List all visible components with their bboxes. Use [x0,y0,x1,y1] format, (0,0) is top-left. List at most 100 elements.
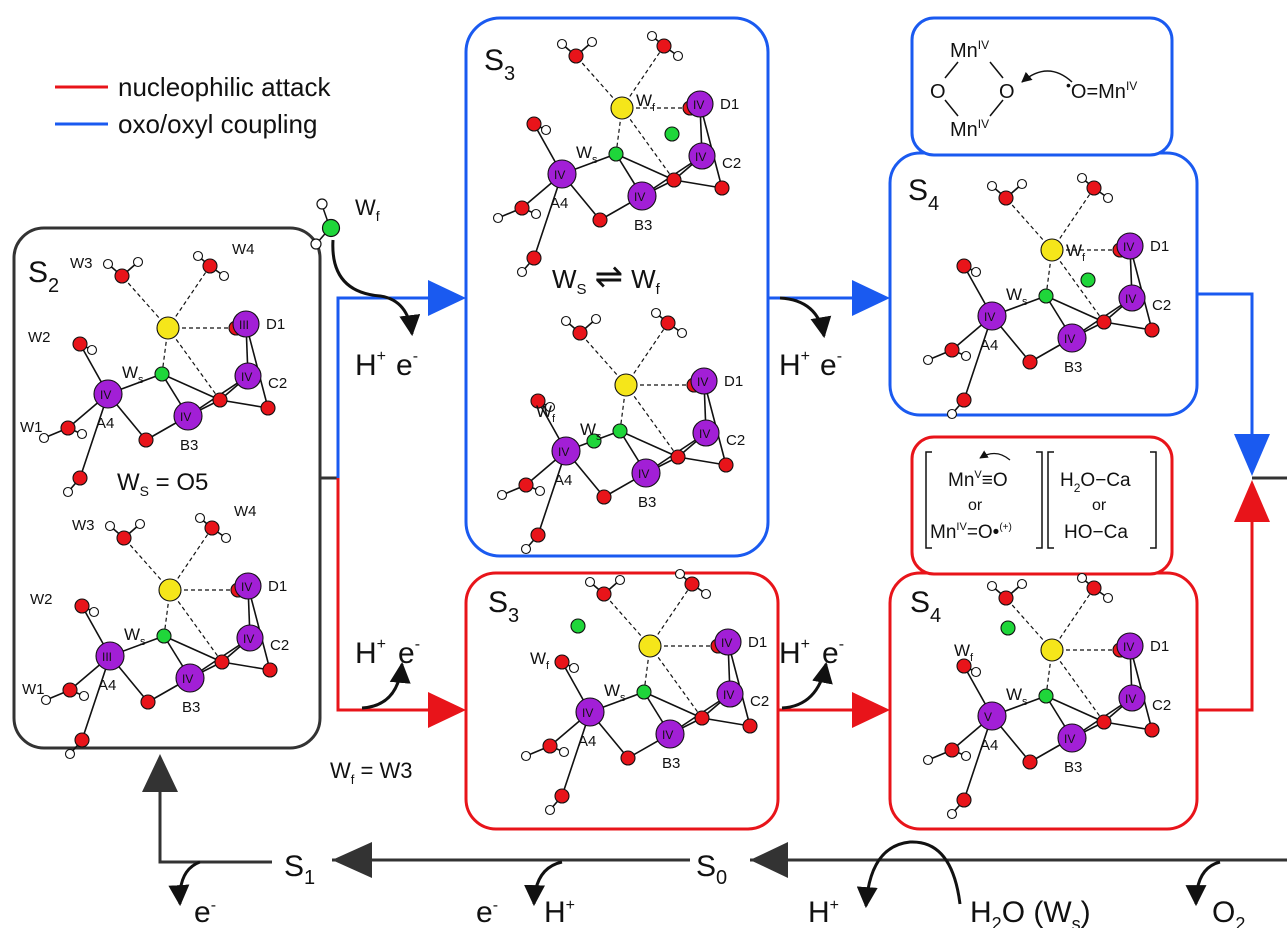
mn-b3-atom [627,181,657,211]
wf-site-label: Wf [536,402,556,425]
site-b3-label: B3 [180,437,198,454]
h-atom [558,746,570,758]
s4-blue-structure: IV IV IV IV D1 C2 A4 B3 Ws Wf [922,172,1171,420]
oxygen-atom [956,792,972,808]
mn-b3-oxidation: IV [662,728,673,742]
wf-oxygen-atom [664,126,680,142]
red-path-3 [1197,520,1254,712]
site-w3-label: W3 [72,517,95,534]
mn-c2-atom [1118,684,1146,712]
oxygen-atom [140,694,156,710]
site-d1-label: D1 [1150,238,1169,255]
oxygen-atom [114,268,130,284]
mn-d1-atom [714,628,742,656]
wf-site-label: Wf [530,649,550,672]
h-atom [540,124,552,136]
mn-c2-atom [1118,284,1146,312]
inset-red-or-right: or [1092,497,1107,514]
oxygen-atom [1144,322,1160,338]
red-arrowhead-1 [428,692,466,728]
oxygen-atom [526,250,542,266]
mn-a4-atom [551,436,581,466]
s3-red-structure: IV IV IV IV D1 C2 A4 B3 Ws Wf [520,568,769,816]
s1-state-label: S1 [284,850,315,889]
h-atom [220,532,232,544]
site-a4-label: A4 [578,733,596,750]
wf-h-atom-1 [316,198,328,210]
ws-site-label: Ws [604,681,626,704]
oxygen-atom [666,172,682,188]
site-c2-label: C2 [1152,697,1171,714]
s0-electron-label: e- [476,896,498,928]
mn-a4-oxidation: IV [100,388,111,402]
site-b3-label: B3 [182,699,200,716]
wf-uptake-curve [331,239,421,337]
ws-site-label: Ws [576,143,598,166]
h-atom [556,38,568,50]
release-curve-s0 [524,860,563,907]
ws-oxygen-atom [636,684,652,700]
s3-blue-state-label: S3 [484,44,515,85]
s1-electron-label: e- [194,896,216,928]
ws-oxygen-atom [608,146,624,162]
mn-c2-oxidation: IV [241,370,252,384]
oxygen-atom [1096,314,1112,330]
oxygen-atom [514,200,530,216]
cycle-arrowhead-s1 [332,842,372,878]
h-atom [38,432,50,444]
oxygen-atom [1022,354,1038,370]
oxygen-atom [530,393,546,409]
h-atom [586,36,598,48]
blue-path-3 [1197,292,1254,440]
mn-a4-oxidation: IV [554,168,565,182]
release-curve-o2 [1185,860,1221,907]
mn-c2-oxidation: IV [699,427,710,441]
s3-blue-bottom-structure: IV IV IV IV D1 C2 A4 B3 Ws Wf [496,307,745,555]
oxygen-atom [620,750,636,766]
site-b3-label: B3 [634,217,652,234]
mn-d1-atom [234,572,262,600]
site-d1-label: D1 [748,634,767,651]
h-atom [218,270,230,282]
s3-blue-top-structure: IV IV IV IV D1 C2 A4 B3 Ws Wf [492,30,741,278]
h-atom [88,606,100,618]
oxygen-atom [944,342,960,358]
inset-blue-oxyl: •O=MnIV [1066,77,1137,103]
mn-d1-oxidation: IV [1123,240,1134,254]
inset-blue-box [910,16,1174,157]
site-a4-label: A4 [980,337,998,354]
oxygen-atom [1022,754,1038,770]
inset-red-mn-iv-oxyl: MnIV=O•(+) [930,521,1012,543]
h-atom [530,208,542,220]
mn-b3-atom [175,663,205,693]
wf-o-atom [321,218,341,238]
step-upper-1-label: H+ e- [355,348,418,382]
blue-arrowhead-3 [1234,434,1270,476]
mn-d1-atom [232,310,260,338]
s2-top-structure: III IV IV IV D1 C2 A4 B3 W3 W4 W2 W1 Ws [20,241,287,498]
mn-d1-oxidation: IV [1123,640,1134,654]
h-atom [922,754,934,766]
mn-c2-atom [236,624,264,652]
mn-a4-atom [95,641,125,671]
h-atom [76,428,88,440]
inset-blue-o-right: O [999,81,1015,103]
site-c2-label: C2 [726,432,745,449]
ws-oxygen-atom [1038,688,1054,704]
step-lower-1-label: H+ e- [355,636,420,670]
h-atom [676,327,688,339]
h-atom [192,250,204,262]
mn-b3-atom [1057,323,1087,353]
ws-site-label: Ws [122,363,144,386]
h-atom [584,576,596,588]
calcium-atom [156,316,180,340]
mn-b3-oxidation: IV [182,672,193,686]
site-w2-label: W2 [28,329,51,346]
ws-oxygen-atom [154,366,170,382]
oxygen-atom [684,576,700,592]
oxygen-atom [518,477,534,493]
oxygen-atom [62,682,78,698]
s0-state-label: S0 [696,850,727,889]
wf-site-label: Wf [636,91,656,114]
mn-d1-oxidation: III [239,318,249,332]
